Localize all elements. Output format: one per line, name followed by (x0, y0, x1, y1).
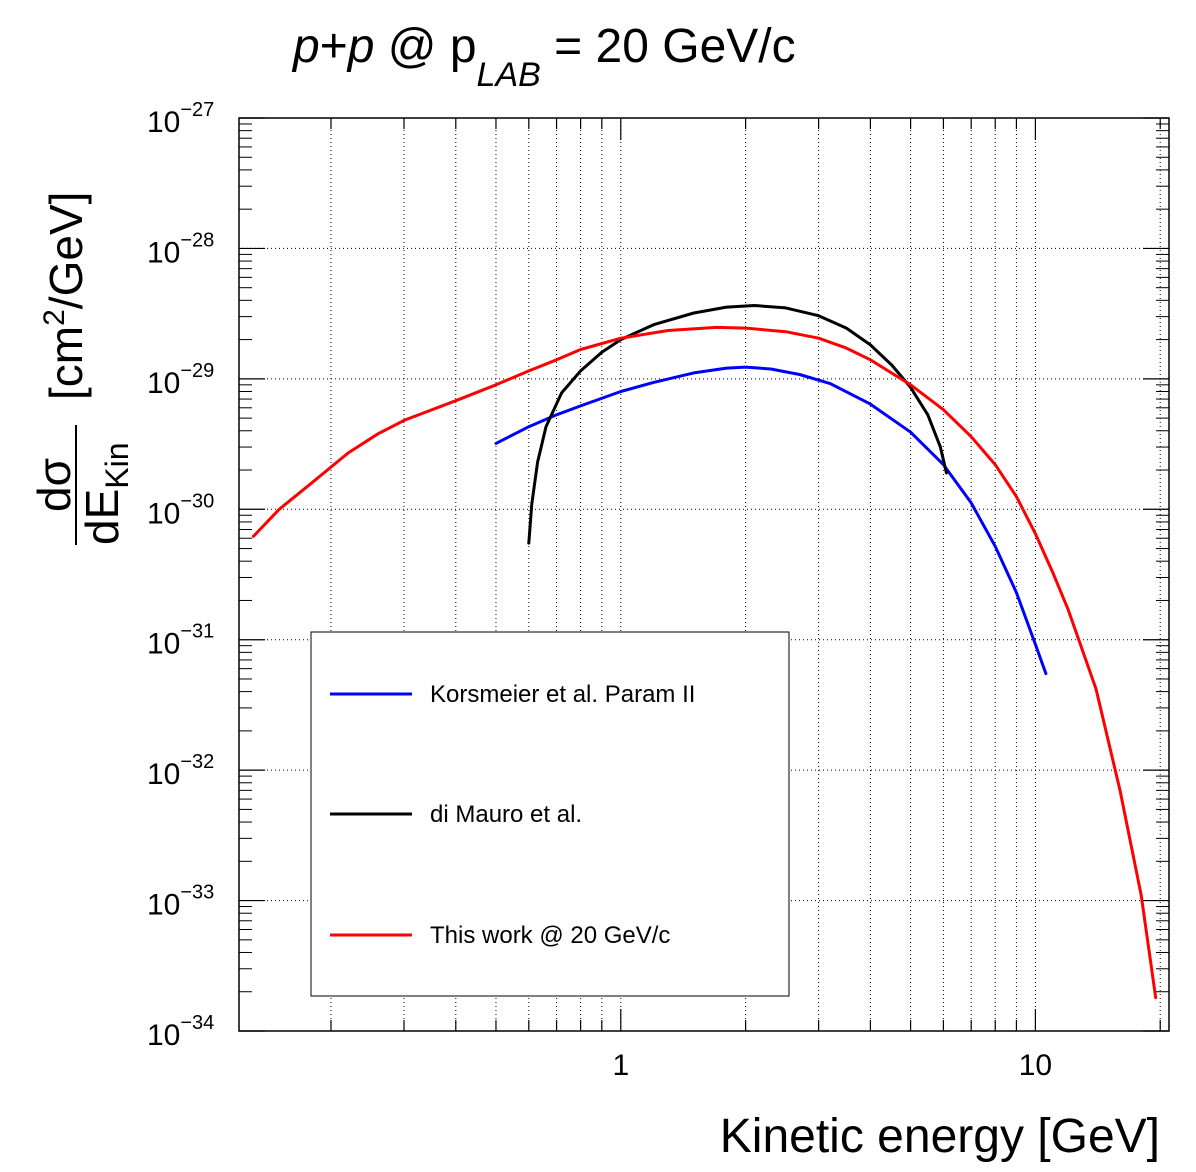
legend-label-thiswork: This work @ 20 GeV/c (430, 922, 670, 949)
chart-title: p+p @ pLAB = 20 GeV/c (291, 20, 796, 94)
y-title-denominator: dEKin (76, 442, 135, 545)
tick-labels: 1 1010−2710−2810−2910−3010−3110−3210−3310… (147, 99, 1052, 1082)
y-unit-sup: 2 (38, 309, 71, 326)
y-axis-title: dσ dEKin [cm2/GeV] (28, 192, 135, 545)
title-rest: = 20 GeV/c (541, 20, 796, 73)
y-unit-close: /GeV] (40, 192, 92, 310)
y-title-unit: [cm2/GeV] (38, 192, 92, 400)
y-tick-exponent: −34 (180, 1012, 214, 1034)
y-tick-exponent: −33 (180, 882, 214, 904)
x-tick-label: 10 (1019, 1049, 1052, 1082)
series-layer (251, 304, 1158, 1000)
x-axis-title: Kinetic energy [GeV] (720, 1110, 1160, 1163)
title-at: @ p (374, 20, 476, 73)
y-tick-exponent: −29 (180, 360, 214, 382)
y-tick-label: 10−29 (147, 360, 214, 400)
y-tick-label: 10−33 (147, 882, 214, 922)
y-tick-base: 10 (147, 497, 180, 530)
y-tick-exponent: −32 (180, 751, 214, 773)
y-tick-base: 10 (147, 1019, 180, 1052)
x-tick-label: 1 (612, 1049, 629, 1082)
plot-frame (238, 117, 1170, 1032)
y-title-dE: dE (76, 489, 128, 545)
y-tick-exponent: −31 (180, 621, 214, 643)
y-tick-base: 10 (147, 106, 180, 139)
y-tick-exponent: −28 (180, 229, 214, 251)
ticks (239, 117, 1169, 1032)
y-tick-label: 10−34 (147, 1012, 214, 1052)
y-tick-label: 10−32 (147, 751, 214, 791)
y-tick-label: 10−27 (147, 99, 214, 139)
y-title-numerator: dσ (28, 458, 80, 512)
y-tick-base: 10 (147, 758, 180, 791)
legend-label-korsmeier: Korsmeier et al. Param II (430, 681, 695, 708)
y-tick-label: 10−31 (147, 621, 214, 661)
y-tick-base: 10 (147, 628, 180, 661)
y-unit-open: [cm (40, 326, 92, 400)
y-tick-exponent: −27 (180, 99, 214, 121)
y-tick-label: 10−30 (147, 490, 214, 530)
y-tick-label: 10−28 (147, 229, 214, 269)
y-tick-base: 10 (147, 889, 180, 922)
legend-label-dimauro: di Mauro et al. (430, 801, 582, 828)
series-line-2 (251, 325, 1158, 1000)
series-line-0 (494, 365, 1048, 676)
y-title-sub: Kin (99, 442, 135, 488)
title-subscript: LAB (477, 56, 541, 94)
y-tick-base: 10 (147, 236, 180, 269)
legend: Korsmeier et al. Param II di Mauro et al… (310, 631, 790, 997)
title-p1: p (291, 20, 320, 73)
y-tick-base: 10 (147, 367, 180, 400)
title-plus: + (320, 20, 348, 73)
title-p2: p (346, 20, 375, 73)
y-tick-exponent: −30 (180, 490, 214, 512)
